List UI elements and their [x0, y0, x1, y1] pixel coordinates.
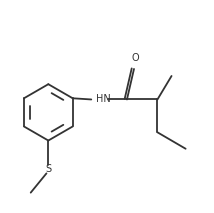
Text: O: O [131, 53, 139, 63]
Text: HN: HN [97, 94, 111, 104]
Text: S: S [45, 164, 51, 174]
